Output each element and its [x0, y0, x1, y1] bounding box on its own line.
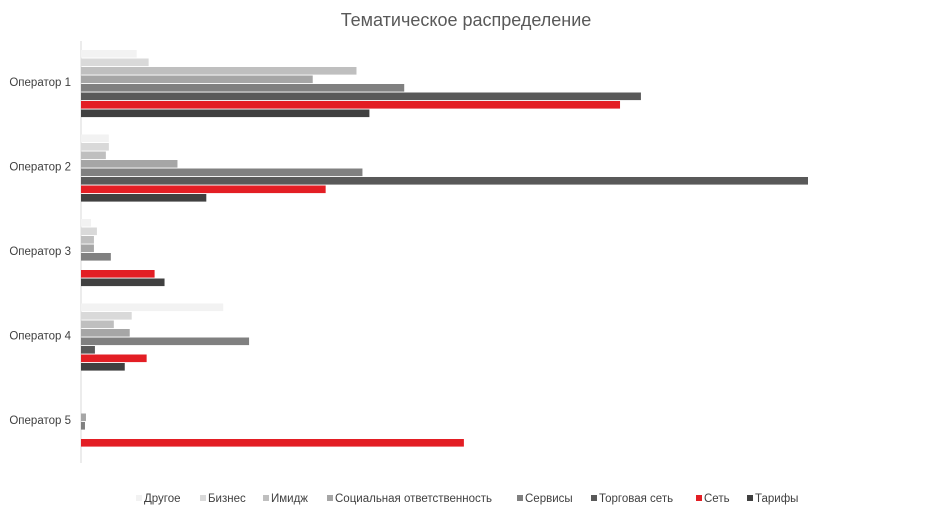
- bar-3-8: [81, 278, 165, 287]
- bar-1-6: [81, 92, 641, 101]
- legend-swatch: [327, 495, 333, 501]
- bar-5-5: [81, 422, 85, 430]
- legend-swatch: [696, 495, 702, 501]
- bar-1-4: [81, 75, 313, 84]
- bar-4-1: [81, 303, 224, 312]
- bar-4-4: [81, 329, 130, 337]
- legend-swatch: [200, 495, 206, 501]
- bar-2-4: [81, 160, 178, 168]
- category-label: Оператор 3: [9, 246, 71, 258]
- bar-2-3: [81, 151, 106, 160]
- bar-4-3: [81, 320, 114, 329]
- category-labels: Оператор 1 Оператор 2 Оператор 3 Оператор 4…: [9, 77, 71, 427]
- bar-4-2: [81, 312, 132, 320]
- bar-3-7: [81, 270, 155, 278]
- legend-swatch: [263, 495, 269, 501]
- legend-label: Сеть: [704, 493, 730, 505]
- bar-1-7: [81, 101, 621, 109]
- bar-2-1: [81, 134, 109, 143]
- legend-label: Социальная ответственность: [335, 493, 492, 505]
- bar-5-7: [81, 439, 464, 447]
- bar-1-8: [81, 109, 370, 118]
- legend-swatch: [517, 495, 523, 501]
- bar-3-1: [81, 219, 91, 227]
- legend-label: Другое: [144, 493, 181, 505]
- bars-group: [81, 50, 808, 447]
- chart-title: Тематическое распределение: [341, 10, 592, 30]
- bar-3-4: [81, 244, 94, 253]
- bar-5-4: [81, 413, 86, 422]
- category-label: Оператор 2: [9, 162, 71, 174]
- legend-label: Торговая сеть: [599, 493, 673, 505]
- bar-4-8: [81, 363, 125, 371]
- bar-3-3: [81, 236, 94, 244]
- legend-swatch: [747, 495, 753, 501]
- category-label: Оператор 1: [9, 77, 71, 89]
- bar-4-7: [81, 354, 147, 363]
- legend-swatch: [591, 495, 597, 501]
- bar-4-6: [81, 346, 95, 354]
- bar-3-2: [81, 227, 97, 236]
- legend-label: Бизнес: [208, 493, 246, 505]
- legend-label: Имидж: [271, 493, 308, 505]
- bar-1-3: [81, 67, 357, 75]
- category-label: Оператор 5: [9, 415, 71, 427]
- bar-2-6: [81, 177, 808, 185]
- legend-label: Сервисы: [525, 493, 573, 505]
- bar-4-5: [81, 337, 250, 346]
- bar-2-8: [81, 194, 207, 202]
- legend: Другое Бизнес Имидж Социальная ответственно…: [136, 493, 798, 505]
- bar-2-5: [81, 168, 363, 177]
- category-label: Оператор 4: [9, 331, 71, 343]
- legend-swatch: [136, 495, 142, 501]
- bar-2-2: [81, 143, 109, 151]
- bar-1-1: [81, 50, 137, 58]
- bar-1-5: [81, 84, 405, 92]
- legend-label: Тарифы: [755, 493, 798, 505]
- bar-3-5: [81, 253, 111, 261]
- bar-1-2: [81, 58, 149, 67]
- bar-2-7: [81, 185, 326, 194]
